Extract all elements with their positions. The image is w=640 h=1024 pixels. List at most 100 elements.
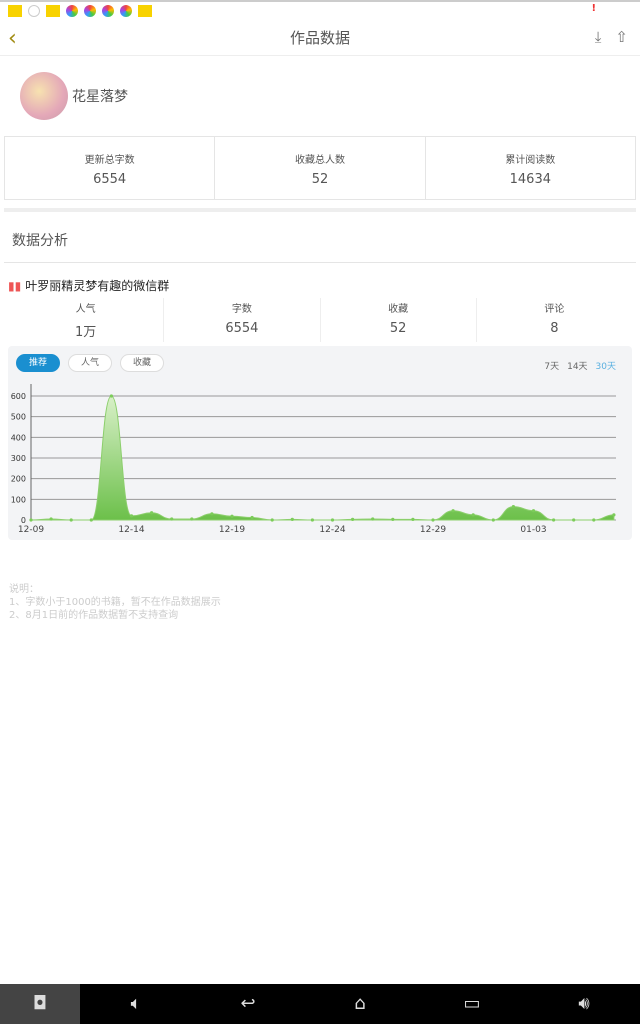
home-icon[interactable]: ⌂ xyxy=(354,993,366,1014)
stat-label: 收藏总人数 xyxy=(294,155,345,166)
x-tick-label: 12-24 xyxy=(319,525,345,535)
area-chart: 0 100 200 300 400 500 600 12-09 12-14 12-19 12-24 1… xyxy=(11,384,616,535)
book-stat-comments: 评论 8 xyxy=(477,298,632,342)
y-tick-label: 500 xyxy=(11,413,26,422)
book-stat-favorites: 收藏 52 xyxy=(321,298,477,342)
data-point xyxy=(431,518,435,522)
note-line: 说明： xyxy=(9,584,39,595)
ball-notification-icon xyxy=(102,5,114,17)
status-bar: ! xyxy=(0,0,640,20)
ball-notification-icon xyxy=(120,5,132,17)
book-stat-popularity: 人气 1万 xyxy=(8,298,165,342)
back-icon[interactable]: ‹ xyxy=(8,26,17,51)
note-line: 1、字数小于1000的书籍，暂不在作品数据展示 xyxy=(9,597,221,608)
x-tick-label: 12-09 xyxy=(18,525,44,535)
ball-notification-icon xyxy=(66,5,78,17)
volume-down-icon[interactable]: 🔈︎ xyxy=(130,993,142,1014)
data-point xyxy=(109,394,113,398)
book-stat-words: 字数 6554 xyxy=(164,298,321,342)
x-tick-label: 12-29 xyxy=(420,525,446,535)
data-point xyxy=(471,513,475,517)
data-point xyxy=(230,514,234,518)
ball-notification-icon xyxy=(84,5,96,17)
back-nav-icon[interactable]: ↩ xyxy=(240,993,256,1014)
stat-label: 累计阅读数 xyxy=(505,155,556,166)
recents-icon[interactable]: ▭ xyxy=(463,993,481,1014)
book-icon: ▮▮ xyxy=(8,278,22,293)
total-reads: 累计阅读数 14634 xyxy=(426,137,635,199)
data-point xyxy=(49,517,53,521)
stat-value: 14634 xyxy=(509,172,551,187)
stat-label: 评论 xyxy=(544,304,565,315)
data-point xyxy=(310,518,314,522)
y-tick-label: 200 xyxy=(11,475,26,484)
face-notification-icon xyxy=(28,5,40,17)
screenshot-icon[interactable]: ◘ xyxy=(0,984,80,1024)
data-point xyxy=(491,518,495,522)
data-point xyxy=(391,517,395,521)
chart-panel: 0 100 200 300 400 500 600 12-09 12-14 12-19 12-24 1… xyxy=(8,346,632,540)
stat-value: 6554 xyxy=(225,321,259,336)
tab-favorites[interactable]: 收藏 xyxy=(120,354,165,372)
stat-value: 52 xyxy=(311,172,329,187)
totals-panel: 更新总字数 6554 收藏总人数 52 累计阅读数 14634 xyxy=(4,136,636,200)
stat-label: 更新总字数 xyxy=(84,155,135,166)
avatar[interactable] xyxy=(20,72,68,120)
data-point xyxy=(511,504,515,509)
data-point xyxy=(250,515,254,520)
data-point xyxy=(69,518,73,522)
series-area xyxy=(30,395,615,521)
stat-value: 1万 xyxy=(74,325,97,340)
y-tick-label: 100 xyxy=(11,495,26,504)
book-stats: 人气 1万 字数 6554 收藏 52 评论 8 xyxy=(8,298,632,342)
data-point xyxy=(29,518,33,522)
data-point xyxy=(572,518,576,522)
section-title: 数据分析 xyxy=(4,212,636,263)
y-tick-label: 0 xyxy=(21,516,26,525)
app-notification-icon xyxy=(138,5,152,17)
x-tick-label: 01-03 xyxy=(520,525,546,535)
range-30-days[interactable]: 30天 xyxy=(595,362,616,372)
share-icon[interactable]: ⇧ xyxy=(615,28,628,46)
download-icon[interactable]: ⤓ xyxy=(594,28,602,46)
page-title: 作品数据 xyxy=(289,29,350,47)
data-point xyxy=(552,518,556,522)
data-point xyxy=(129,514,134,518)
stat-label: 收藏 xyxy=(388,304,409,315)
volume-up-icon[interactable]: 🔊︎ xyxy=(578,993,590,1014)
system-nav-bar: ◘ 🔈︎ ↩ ⌂ ▭ 🔊︎ xyxy=(0,984,640,1024)
y-tick-label: 400 xyxy=(11,433,26,442)
x-tick-label: 12-19 xyxy=(219,525,245,535)
data-point xyxy=(531,509,536,513)
stat-value: 8 xyxy=(550,321,559,336)
data-point xyxy=(330,518,335,522)
stat-label: 字数 xyxy=(231,304,252,315)
data-point xyxy=(351,517,355,521)
data-point xyxy=(190,517,194,521)
data-point xyxy=(451,509,455,513)
tab-popularity[interactable]: 人气 xyxy=(68,354,113,372)
range-7-days[interactable]: 7天 xyxy=(544,362,560,372)
app-notification-icon xyxy=(8,5,22,17)
book-title-row[interactable]: ▮▮ 叶罗丽精灵梦有趣的微信群 xyxy=(0,263,640,294)
app-notification-icon xyxy=(46,5,60,17)
data-point xyxy=(170,517,174,521)
book-title: 叶罗丽精灵梦有趣的微信群 xyxy=(25,279,170,293)
range-14-days[interactable]: 14天 xyxy=(567,362,588,372)
y-tick-label: 600 xyxy=(11,392,26,401)
alert-icon: ! xyxy=(591,3,596,14)
y-tick-label: 300 xyxy=(11,454,26,463)
data-point xyxy=(411,517,415,521)
total-words: 更新总字数 6554 xyxy=(5,137,216,199)
data-point xyxy=(89,518,93,522)
note-line: 2、8月1日前的作品数据暂不支持查询 xyxy=(9,610,179,621)
x-tick-label: 12-14 xyxy=(118,525,144,535)
tab-recommend[interactable]: 推荐 xyxy=(16,354,61,372)
data-point xyxy=(210,512,214,516)
stat-label: 人气 xyxy=(75,304,96,315)
data-point xyxy=(612,513,616,517)
user-info: 花星落梦 xyxy=(0,56,640,136)
data-point xyxy=(270,518,274,522)
data-point xyxy=(150,511,154,515)
header: ‹ 作品数据 ⤓ ⇧ xyxy=(0,20,640,56)
